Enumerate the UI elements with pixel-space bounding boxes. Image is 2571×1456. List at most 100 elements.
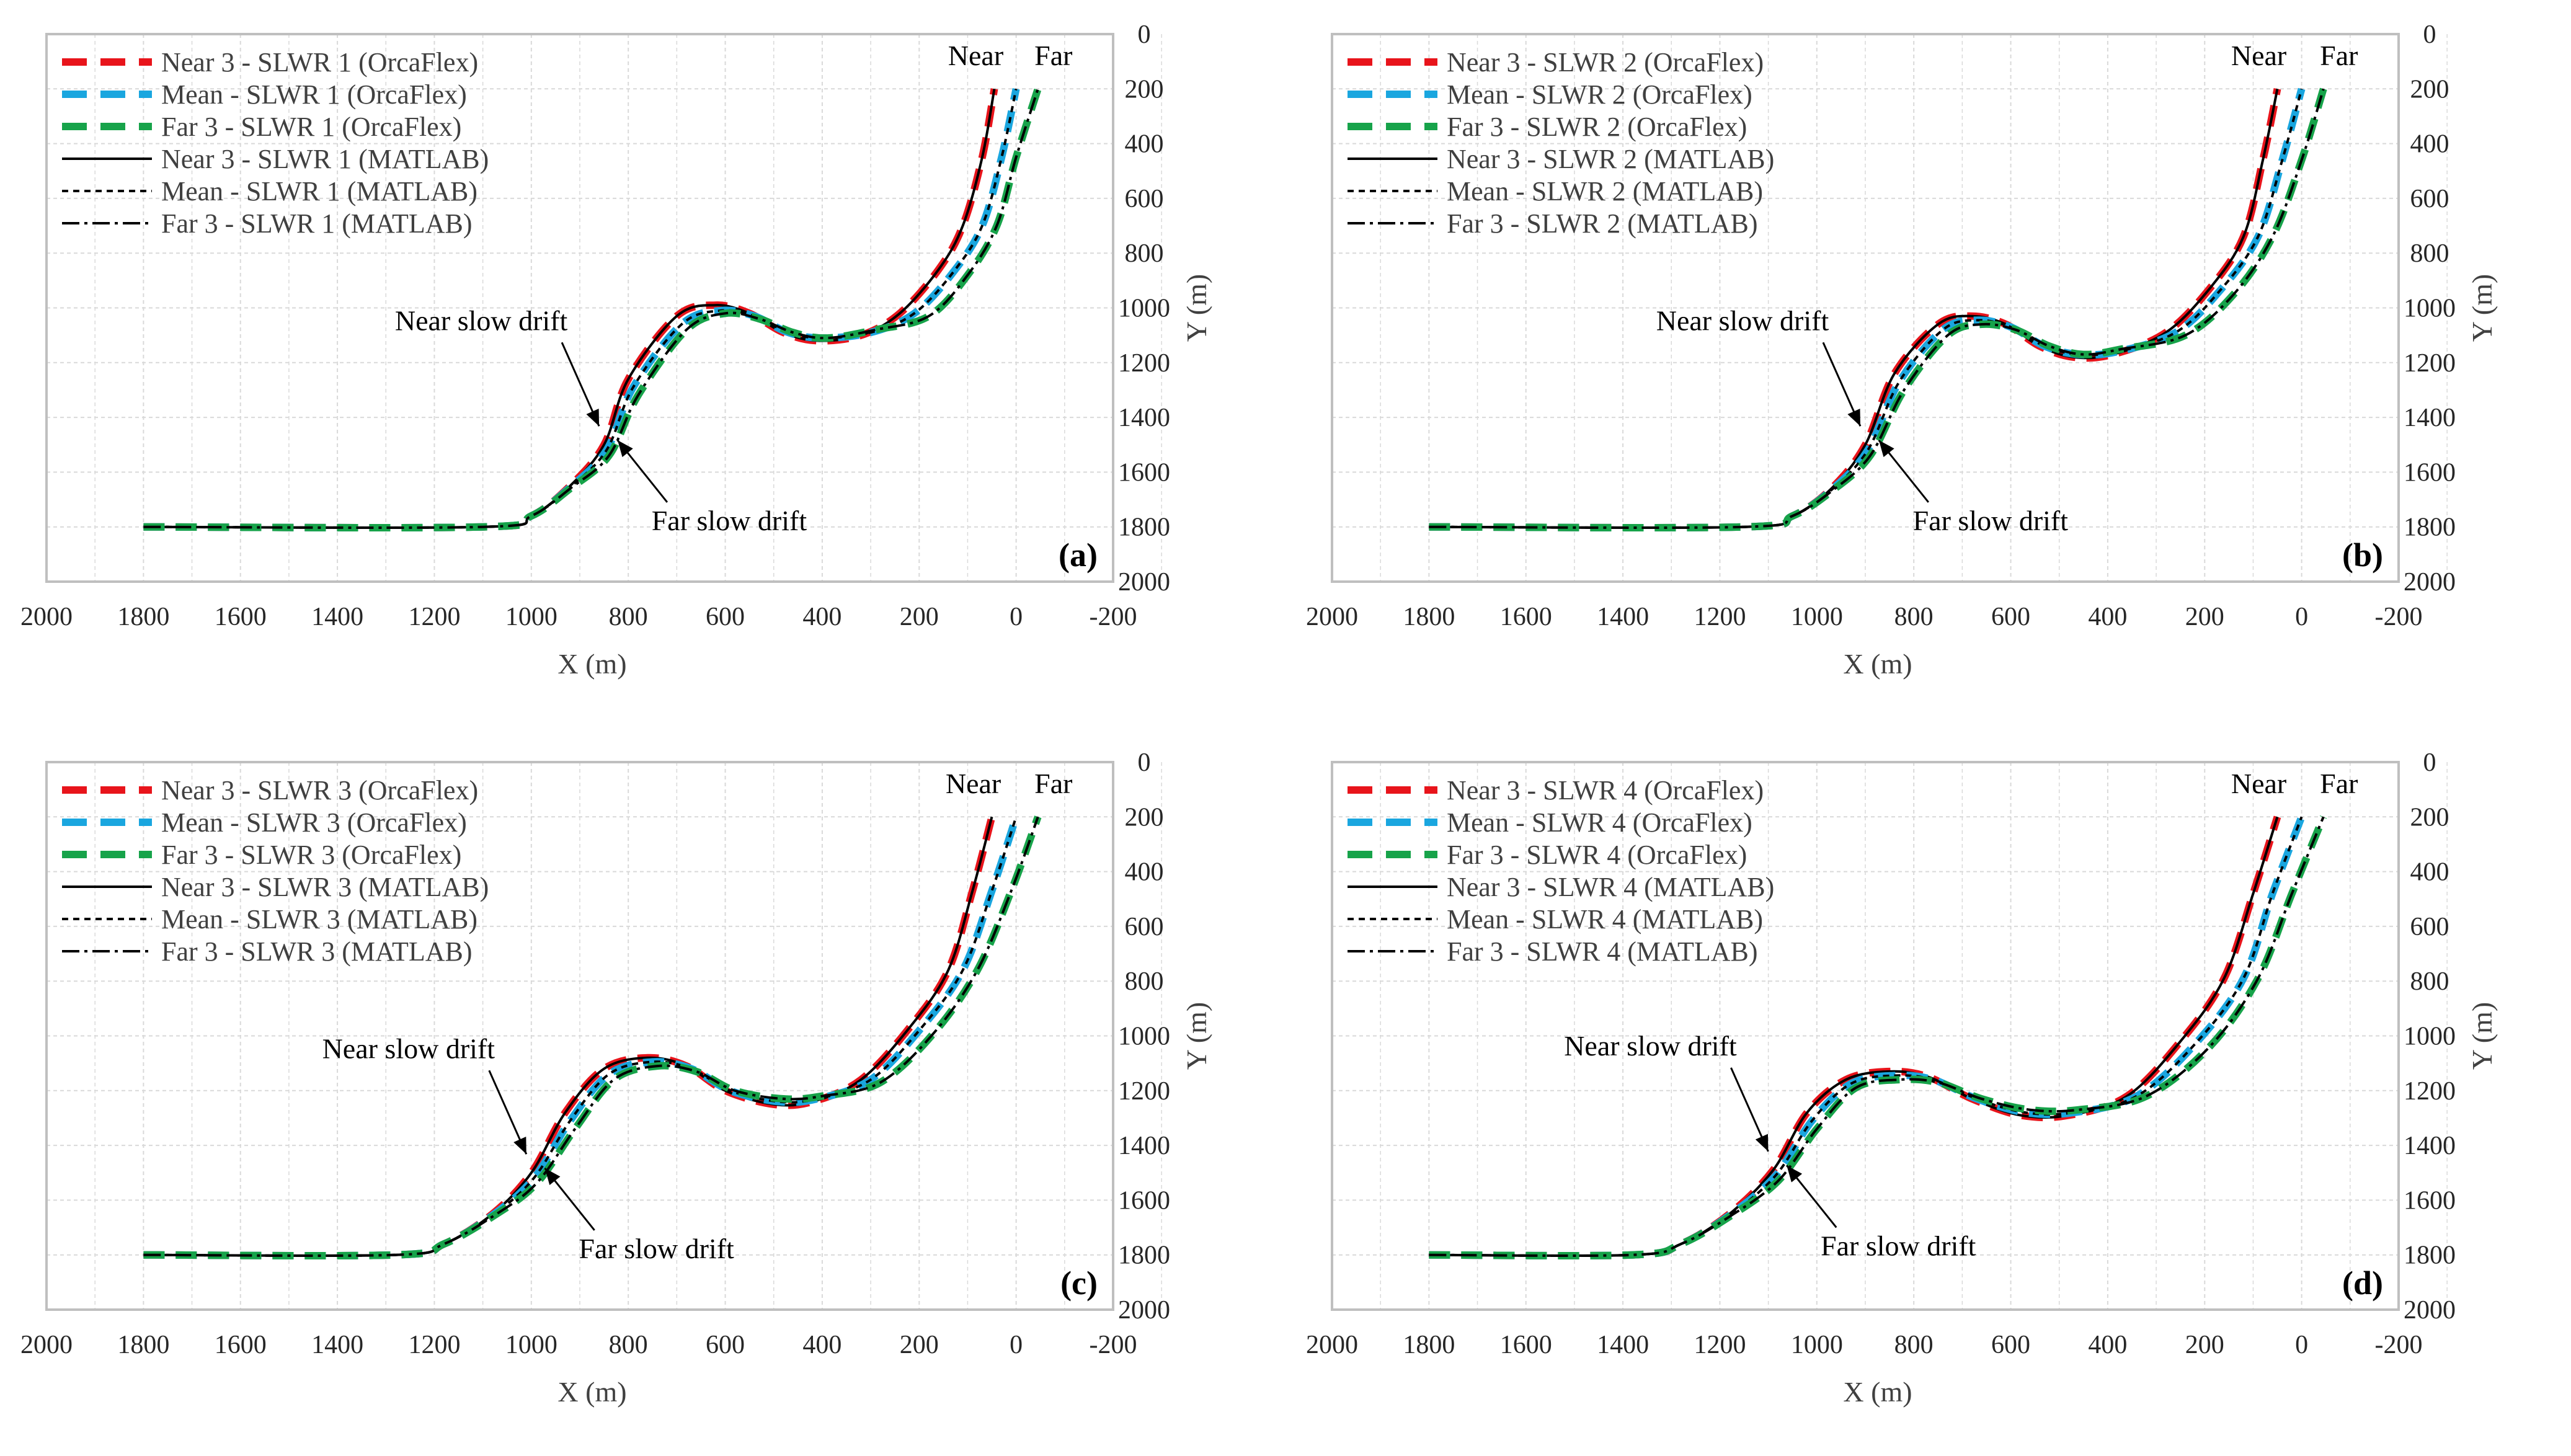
- legend-label: Mean - SLWR 1 (OrcaFlex): [161, 79, 467, 110]
- chart-svg-c: 2000 1800 1600 1400 1200 1000 800 600 400 200 0 -20…: [20, 748, 1212, 1408]
- legend-label: Far 3 - SLWR 1 (OrcaFlex): [161, 112, 461, 142]
- series-line-mean-matlab: [143, 816, 1018, 1257]
- x-tick-label: 1800: [1403, 603, 1455, 631]
- x-tick-label: 1600: [1500, 1331, 1552, 1359]
- x-tick-label: 600: [1991, 1331, 2030, 1359]
- x-tick-label: 600: [706, 603, 745, 631]
- series-line-far-matlab: [143, 88, 1039, 529]
- x-tick-label: 2000: [20, 603, 73, 631]
- series-line-far-matlab: [143, 816, 1039, 1257]
- y-tick-label: 400: [1125, 858, 1164, 887]
- x-axis-label: X (m): [557, 648, 626, 680]
- far-label: Far: [1034, 40, 1072, 71]
- y-tick-label: 1400: [1118, 1132, 1170, 1160]
- x-tick-label: 400: [802, 603, 841, 631]
- y-tick-label: 800: [1125, 967, 1164, 996]
- x-tick-label: 800: [1894, 1331, 1934, 1359]
- near-label: Near: [2231, 40, 2286, 71]
- far-drift-arrow-head: [617, 440, 633, 458]
- x-tick-label: 800: [609, 1331, 648, 1359]
- y-tick-label: 1400: [1118, 404, 1170, 432]
- x-tick-label: 600: [706, 1331, 745, 1359]
- series-line-mean-matlab: [1429, 816, 2303, 1257]
- y-axis-label: Y (m): [2466, 1002, 2498, 1070]
- y-tick-label: 1600: [2404, 458, 2456, 487]
- legend-label: Mean - SLWR 3 (MATLAB): [161, 904, 477, 934]
- y-tick-label: 1000: [1118, 295, 1170, 323]
- near-slow-drift-label: Near slow drift: [1656, 304, 1829, 336]
- x-tick-label: 400: [2088, 1331, 2127, 1359]
- y-tick-label: 600: [2410, 185, 2449, 213]
- y-tick-label: 800: [1125, 239, 1164, 268]
- x-tick-label: 2000: [1306, 1331, 1358, 1359]
- x-tick-label: 2000: [20, 1331, 73, 1359]
- x-tick-label: -200: [2375, 1331, 2423, 1359]
- far-drift-arrow-head: [544, 1168, 561, 1186]
- legend-label: Mean - SLWR 4 (MATLAB): [1447, 904, 1763, 934]
- near-label: Near: [946, 768, 1001, 799]
- x-tick-label: 1000: [505, 603, 557, 631]
- plot-frame: [1331, 761, 2400, 1311]
- x-tick-label: 800: [1894, 603, 1934, 631]
- series-line-far-matlab: [1429, 88, 2325, 529]
- x-tick-label: 1200: [408, 603, 460, 631]
- near-drift-arrow-head: [513, 1137, 526, 1155]
- legend-label: Near 3 - SLWR 1 (MATLAB): [161, 144, 489, 174]
- y-tick-label: 1200: [2404, 349, 2456, 378]
- y-tick-label: 1600: [1118, 1186, 1170, 1215]
- x-tick-label: 1400: [1597, 603, 1649, 631]
- far-label: Far: [1034, 768, 1072, 799]
- y-tick-label: 0: [1138, 20, 1151, 49]
- y-tick-label: 1800: [1118, 1241, 1170, 1270]
- near-drift-arrow-head: [586, 409, 600, 427]
- y-tick-label: 0: [2423, 748, 2436, 777]
- x-tick-label: 0: [2295, 1331, 2308, 1359]
- chart-panel-b: 2000 1800 1600 1400 1200 1000 800 600 400 200 0 -20…: [1286, 0, 2571, 728]
- x-tick-label: 200: [900, 603, 939, 631]
- y-tick-label: 400: [2410, 130, 2449, 159]
- x-tick-label: 2000: [1306, 603, 1358, 631]
- legend-label: Near 3 - SLWR 3 (MATLAB): [161, 872, 489, 902]
- x-tick-label: 1200: [408, 1331, 460, 1359]
- far-label: Far: [2320, 768, 2358, 799]
- y-tick-label: 200: [2410, 75, 2449, 104]
- x-tick-label: 600: [1991, 603, 2030, 631]
- far-drift-arrow-head: [1878, 440, 1894, 458]
- x-tick-label: 1800: [117, 603, 169, 631]
- plot-frame: [1331, 33, 2400, 583]
- y-tick-label: 600: [1125, 185, 1164, 213]
- near-slow-drift-label: Near slow drift: [395, 304, 568, 336]
- x-tick-label: -200: [2375, 603, 2423, 631]
- x-axis-label: X (m): [557, 1376, 626, 1408]
- x-tick-label: 1400: [1597, 1331, 1649, 1359]
- y-tick-label: 800: [2410, 967, 2449, 996]
- near-label: Near: [2231, 768, 2286, 799]
- panel-label: (c): [1060, 1264, 1098, 1302]
- y-tick-label: 1600: [2404, 1186, 2456, 1215]
- legend-label: Far 3 - SLWR 3 (MATLAB): [161, 936, 472, 967]
- y-tick-label: 1600: [1118, 458, 1170, 487]
- x-tick-label: 0: [2295, 603, 2308, 631]
- y-tick-label: 600: [2410, 913, 2449, 941]
- y-tick-label: 800: [2410, 239, 2449, 268]
- far-slow-drift-label: Far slow drift: [652, 505, 807, 536]
- legend-label: Far 3 - SLWR 3 (OrcaFlex): [161, 840, 461, 870]
- legend-label: Near 3 - SLWR 2 (MATLAB): [1447, 144, 1774, 174]
- x-axis-label: X (m): [1843, 648, 1912, 680]
- legend-label: Near 3 - SLWR 4 (MATLAB): [1447, 872, 1774, 902]
- y-tick-label: 400: [1125, 130, 1164, 159]
- y-tick-label: 1800: [2404, 513, 2456, 542]
- x-tick-label: 1600: [1500, 603, 1552, 631]
- y-tick-label: 1000: [2404, 1023, 2456, 1051]
- near-drift-arrow-head: [1847, 409, 1860, 427]
- x-tick-label: 1000: [505, 1331, 557, 1359]
- x-tick-label: 400: [802, 1331, 841, 1359]
- x-tick-label: 200: [2185, 603, 2224, 631]
- near-label: Near: [948, 40, 1003, 71]
- x-tick-label: 1000: [1791, 1331, 1843, 1359]
- near-drift-arrow-head: [1755, 1134, 1769, 1152]
- legend-label: Near 3 - SLWR 4 (OrcaFlex): [1447, 775, 1764, 806]
- y-tick-label: 1200: [1118, 1077, 1170, 1106]
- chart-svg-d: 2000 1800 1600 1400 1200 1000 800 600 400 200 0 -20…: [1306, 748, 2498, 1408]
- y-tick-label: 200: [1125, 803, 1164, 832]
